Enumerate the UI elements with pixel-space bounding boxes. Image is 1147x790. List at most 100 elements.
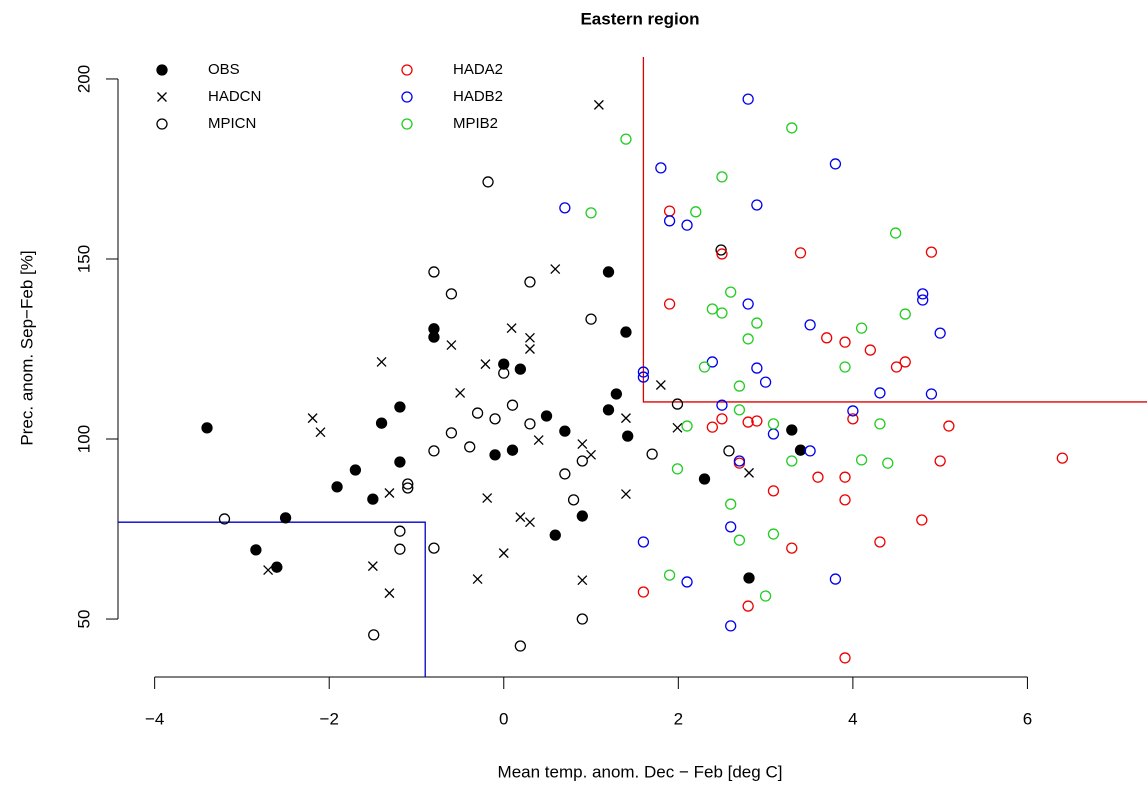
point bbox=[744, 467, 754, 478]
point bbox=[767, 485, 780, 497]
point bbox=[331, 481, 343, 493]
legend-label: OBS bbox=[208, 61, 240, 78]
point bbox=[384, 588, 395, 599]
point bbox=[394, 543, 406, 555]
point bbox=[917, 294, 929, 306]
point bbox=[559, 425, 571, 437]
point bbox=[524, 418, 536, 430]
point bbox=[759, 376, 772, 388]
point bbox=[489, 449, 501, 461]
point bbox=[663, 569, 676, 581]
point bbox=[515, 512, 526, 523]
point bbox=[839, 361, 851, 373]
point bbox=[821, 332, 833, 344]
point bbox=[384, 488, 395, 498]
threshold-line bbox=[642, 57, 1147, 403]
point bbox=[716, 413, 728, 425]
point bbox=[498, 367, 510, 379]
legend-marker bbox=[156, 118, 168, 130]
legend-marker bbox=[401, 64, 413, 76]
point bbox=[725, 521, 737, 533]
point bbox=[839, 336, 851, 348]
point bbox=[576, 455, 588, 467]
point bbox=[733, 457, 746, 469]
point bbox=[482, 176, 494, 188]
point bbox=[804, 445, 816, 457]
point bbox=[751, 362, 763, 374]
point bbox=[576, 510, 588, 522]
point bbox=[637, 586, 650, 598]
x-tick-label: −2 bbox=[320, 709, 339, 728]
point bbox=[839, 494, 851, 506]
point bbox=[681, 420, 693, 432]
point bbox=[498, 358, 510, 370]
x-tick-label: 0 bbox=[499, 709, 508, 728]
legend-marker bbox=[401, 91, 413, 103]
point bbox=[716, 399, 728, 411]
point bbox=[368, 629, 380, 641]
point bbox=[428, 331, 440, 343]
point bbox=[550, 264, 561, 275]
point bbox=[637, 366, 650, 378]
point bbox=[899, 356, 911, 368]
point bbox=[514, 640, 526, 652]
point bbox=[663, 205, 676, 217]
point bbox=[839, 652, 851, 664]
point bbox=[394, 401, 406, 413]
legend-label: HADCN bbox=[208, 88, 261, 105]
point bbox=[698, 361, 711, 373]
point bbox=[812, 471, 824, 483]
point bbox=[681, 576, 693, 588]
point bbox=[576, 613, 588, 625]
point bbox=[472, 574, 483, 585]
point bbox=[786, 122, 798, 134]
point bbox=[367, 561, 378, 572]
point bbox=[725, 620, 737, 632]
point bbox=[742, 333, 754, 345]
point bbox=[742, 416, 754, 428]
point bbox=[620, 326, 632, 338]
point bbox=[498, 548, 509, 559]
point bbox=[533, 435, 544, 446]
point bbox=[855, 322, 868, 334]
point bbox=[620, 489, 631, 500]
point bbox=[934, 327, 946, 339]
point bbox=[445, 288, 458, 300]
point bbox=[218, 513, 231, 525]
point bbox=[767, 418, 780, 430]
point bbox=[743, 572, 755, 584]
point bbox=[917, 288, 929, 300]
legend-label: MPICN bbox=[208, 115, 256, 132]
point bbox=[376, 356, 387, 367]
point bbox=[602, 266, 615, 278]
point bbox=[943, 420, 955, 432]
y-axis-title: Prec. anom. Sep−Feb [%] bbox=[17, 250, 36, 445]
point bbox=[394, 456, 406, 468]
point bbox=[506, 399, 519, 411]
point bbox=[899, 308, 911, 320]
point bbox=[524, 332, 535, 343]
point bbox=[786, 424, 798, 436]
point bbox=[567, 494, 580, 506]
point bbox=[742, 298, 754, 310]
point bbox=[839, 471, 851, 483]
point bbox=[602, 404, 615, 416]
y-tick-label: 200 bbox=[74, 65, 93, 93]
point bbox=[482, 493, 493, 504]
point bbox=[402, 478, 414, 490]
point bbox=[506, 444, 519, 456]
point bbox=[263, 565, 274, 576]
point bbox=[620, 133, 632, 145]
point bbox=[549, 529, 561, 541]
point bbox=[890, 361, 903, 373]
point bbox=[610, 388, 623, 400]
point bbox=[446, 340, 457, 350]
point bbox=[742, 93, 754, 105]
point bbox=[934, 455, 946, 467]
point bbox=[655, 380, 666, 390]
point bbox=[786, 455, 798, 467]
threshold-line bbox=[118, 521, 426, 677]
point bbox=[201, 422, 213, 434]
